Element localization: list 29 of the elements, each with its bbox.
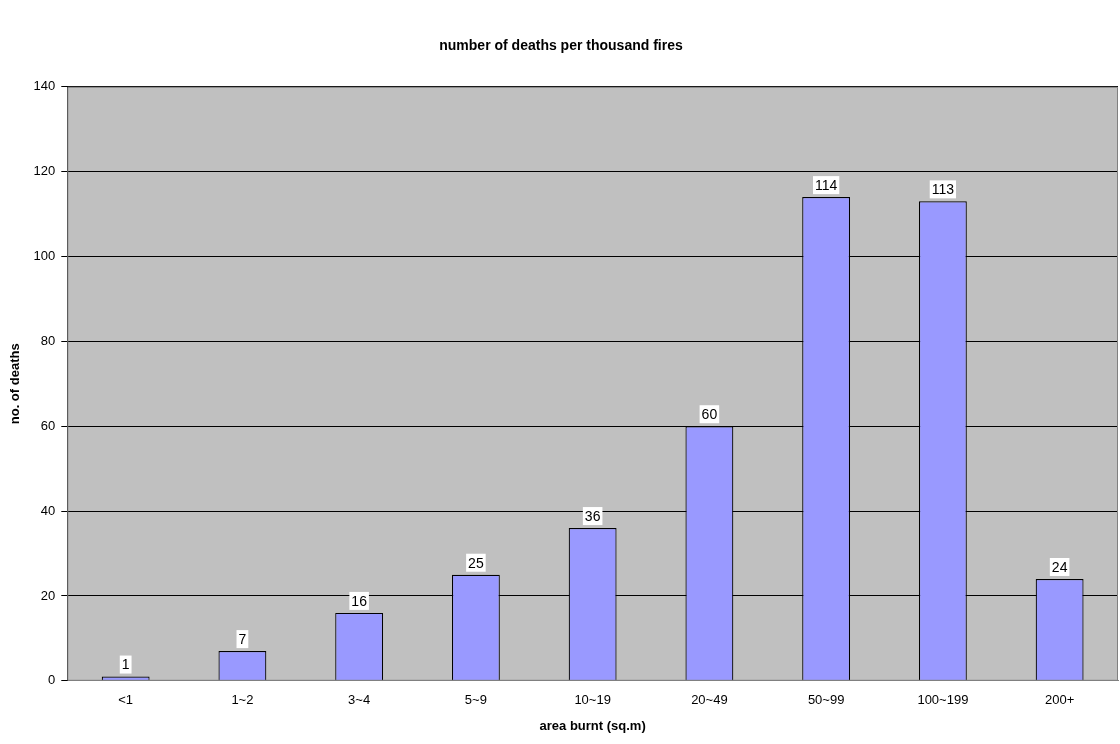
data-label: 36 — [584, 507, 601, 524]
data-label: 114 — [814, 176, 838, 193]
y-tick-label: 80 — [40, 332, 56, 348]
x-tick-label: 100~199 — [917, 692, 969, 708]
x-tick-label: <1 — [118, 692, 134, 708]
chart-title: number of deaths per thousand fires — [439, 37, 683, 54]
x-tick-label: 200+ — [1044, 692, 1075, 708]
y-tick-label: 140 — [33, 78, 56, 94]
x-axis-title: area burnt (sq.m) — [539, 717, 646, 733]
data-label: 25 — [468, 554, 484, 571]
data-label: 7 — [238, 630, 247, 647]
y-tick-label: 40 — [40, 502, 56, 518]
y-axis-title: no. of deaths — [7, 343, 23, 425]
x-tick-label: 3~4 — [348, 692, 371, 708]
x-tick-label: 5~9 — [464, 692, 487, 708]
data-label: 60 — [701, 406, 718, 423]
data-label: 16 — [351, 592, 368, 609]
x-tick-label: 50~99 — [807, 692, 845, 708]
y-tick-label: 100 — [33, 248, 56, 264]
y-tick-label: 0 — [48, 672, 56, 688]
x-tick-label: 20~49 — [691, 692, 728, 708]
data-label: 24 — [1051, 558, 1068, 575]
x-tick-label: 1~2 — [231, 692, 254, 708]
data-label: 1 — [121, 656, 130, 673]
data-label: 113 — [931, 181, 955, 198]
x-tick-label: 10~19 — [574, 692, 611, 708]
y-tick-label: 120 — [33, 163, 56, 179]
y-tick-label: 60 — [40, 417, 56, 433]
y-tick-label: 20 — [40, 587, 56, 603]
